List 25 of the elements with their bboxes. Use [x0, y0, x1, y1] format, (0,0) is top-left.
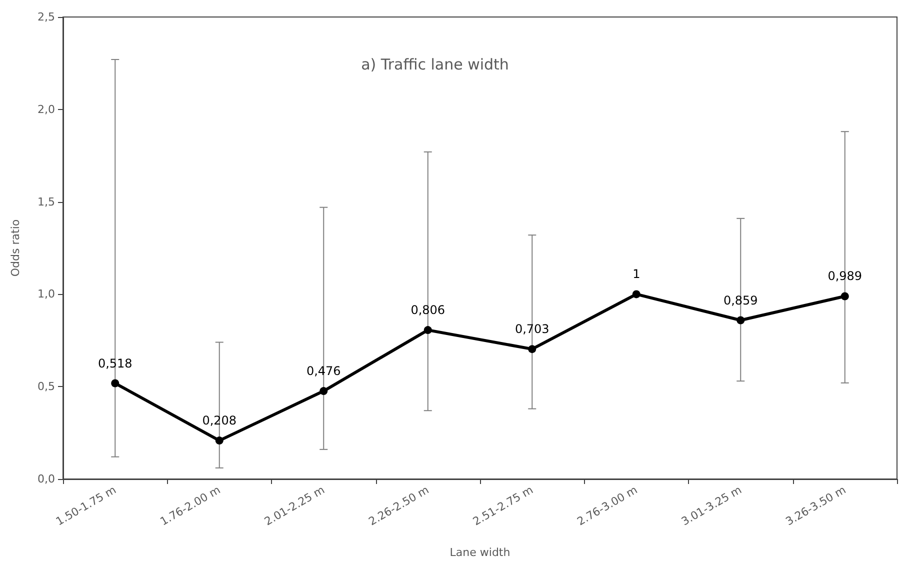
y-tick-label: 0,0	[38, 472, 55, 486]
y-tick-label: 2,0	[38, 102, 55, 116]
data-label: 0,859	[723, 293, 758, 308]
data-label: 0,208	[202, 414, 237, 428]
y-tick-label: 1,0	[38, 288, 55, 301]
y-tick-label: 1,5	[38, 195, 55, 208]
data-label: 1	[632, 267, 640, 282]
y-tick-label: 0,5	[38, 380, 55, 394]
point	[424, 326, 432, 334]
data-label: 0,476	[306, 364, 341, 378]
point	[632, 290, 640, 298]
point	[528, 345, 536, 354]
point	[840, 292, 849, 300]
y-tick-label: 2,5	[38, 10, 55, 24]
data-label: 0,518	[98, 356, 132, 370]
x-axis-title: Lane width	[450, 546, 510, 559]
point	[215, 436, 224, 445]
point	[736, 316, 745, 324]
y-axis-title: Odds ratio	[9, 219, 22, 277]
data-label: 0,989	[828, 269, 862, 284]
point	[320, 387, 328, 396]
point	[111, 379, 120, 388]
data-label: 0,703	[514, 322, 550, 336]
text: a) Traffic lane width	[361, 56, 509, 74]
data-label: 0,806	[410, 303, 446, 318]
